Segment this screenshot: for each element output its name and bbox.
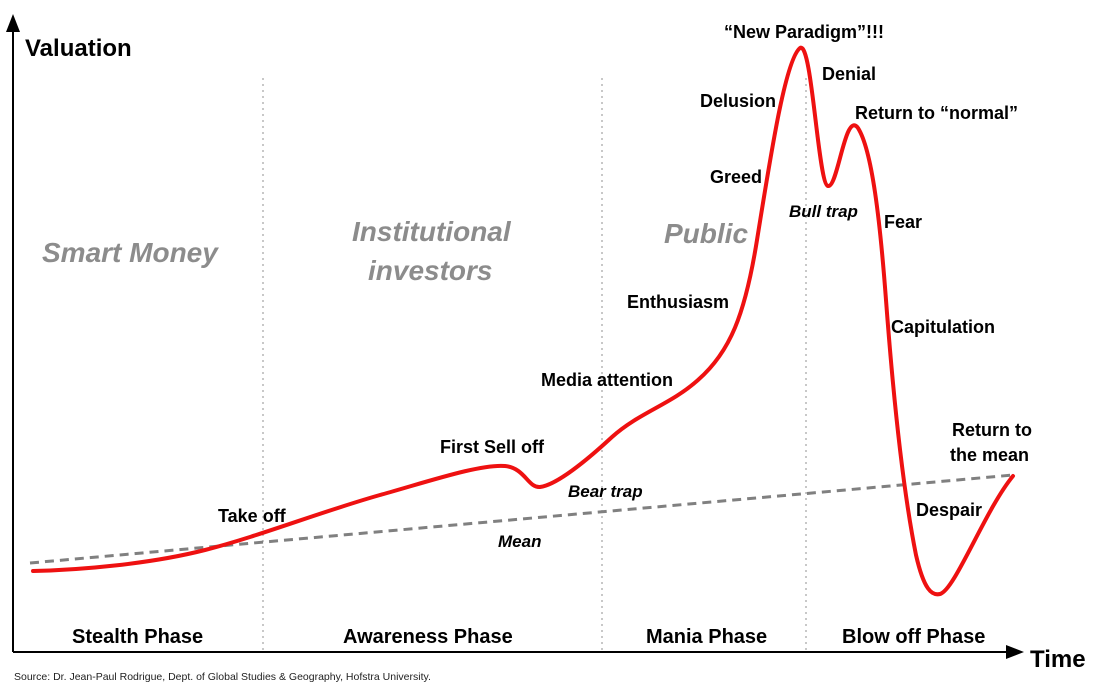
label-bull-trap: Bull trap (789, 202, 858, 221)
label-delusion: Delusion (700, 91, 776, 111)
group-institutional-line1: Institutional (352, 216, 512, 247)
label-bear-trap: Bear trap (568, 482, 643, 501)
label-take-off: Take off (218, 506, 287, 526)
label-first-sell-off: First Sell off (440, 437, 545, 457)
group-institutional-line2: investors (368, 255, 493, 286)
y-axis-title: Valuation (25, 35, 132, 62)
label-fear: Fear (884, 212, 922, 232)
label-media-attention: Media attention (541, 370, 673, 390)
label-despair: Despair (916, 500, 982, 520)
valuation-curve (31, 45, 1015, 597)
x-axis-arrow-icon (1006, 645, 1024, 659)
label-return-to-mean-line2: the mean (950, 445, 1029, 465)
phase-mania: Mania Phase (646, 626, 767, 648)
label-denial: Denial (822, 64, 876, 84)
y-axis-arrow-icon (6, 14, 20, 32)
label-capitulation: Capitulation (891, 317, 995, 337)
phase-awareness: Awareness Phase (343, 626, 513, 648)
label-new-paradigm: “New Paradigm”!!! (724, 22, 884, 42)
phase-blow-off: Blow off Phase (842, 626, 985, 648)
phase-stealth: Stealth Phase (72, 626, 203, 648)
group-smart-money: Smart Money (42, 237, 219, 268)
label-enthusiasm: Enthusiasm (627, 292, 729, 312)
group-public: Public (664, 218, 748, 249)
label-greed: Greed (710, 167, 762, 187)
label-mean: Mean (498, 532, 541, 551)
label-return-to-normal: Return to “normal” (855, 103, 1018, 123)
source-note: Source: Dr. Jean-Paul Rodrigue, Dept. of… (14, 671, 431, 683)
x-axis-title: Time (1030, 646, 1086, 673)
label-return-to-mean-line1: Return to (952, 420, 1032, 440)
